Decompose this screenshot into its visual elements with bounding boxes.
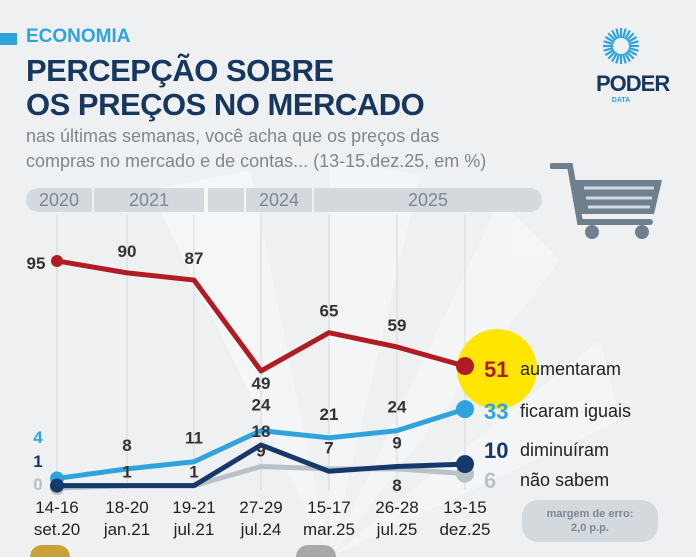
- data-label: 1: [122, 463, 131, 482]
- series-line-0: [56, 258, 466, 374]
- data-label: 8: [122, 436, 131, 455]
- first-value-label: 1: [33, 452, 42, 471]
- margin-value: 2,0 p.p.: [571, 522, 609, 534]
- x-tick-label: 15-17: [307, 498, 350, 517]
- series-end-point: [456, 455, 474, 474]
- margin-of-error: margem de erro: 2,0 p.p.: [522, 500, 658, 542]
- data-label: 18: [252, 422, 271, 441]
- year-2021: 2021: [94, 188, 204, 212]
- end-value-label: 6: [484, 468, 496, 493]
- data-label: 59: [388, 316, 407, 335]
- first-value-label: 95: [27, 254, 46, 273]
- x-tick-label: jul.25: [376, 520, 418, 539]
- data-label: 24: [252, 396, 271, 415]
- x-tick-label: mar.25: [303, 520, 355, 539]
- series-start-point: [50, 478, 64, 493]
- year-2025: 2025: [314, 188, 542, 212]
- data-label: 8: [392, 476, 401, 495]
- highlight-circle: [457, 329, 537, 409]
- title-line-1: PERCEPÇÃO SOBRE: [26, 53, 334, 88]
- subtitle: nas últimas semanas, você acha que os pr…: [26, 124, 486, 174]
- title-line-2: OS PREÇOS NO MERCADO: [26, 87, 425, 122]
- end-value-label: 10: [484, 438, 508, 463]
- data-label: 21: [320, 405, 339, 424]
- page-title: PERCEPÇÃO SOBRE OS PREÇOS NO MERCADO: [26, 53, 425, 122]
- x-tick-label: 18-20: [105, 498, 148, 517]
- legend-label: diminuíram: [520, 440, 609, 460]
- legend-label: não sabem: [520, 470, 609, 490]
- series-line-1: [56, 406, 466, 481]
- x-tick-label: 14-16: [35, 498, 78, 517]
- series-end-point: [456, 357, 474, 376]
- x-tick-label: jul.21: [173, 520, 215, 539]
- x-tick-label: 27-29: [239, 498, 282, 517]
- subtitle-line-1: nas últimas semanas, você acha que os pr…: [26, 126, 440, 146]
- x-tick-label: 13-15: [443, 498, 486, 517]
- x-tick-label: jan.21: [103, 520, 150, 539]
- data-label: 9: [392, 433, 401, 452]
- person-photo: [30, 545, 70, 557]
- x-tick-label: jul.24: [240, 520, 282, 539]
- data-label: 87: [185, 249, 204, 268]
- section-marker: [0, 33, 17, 45]
- data-label: 7: [324, 438, 333, 457]
- series-start-point: [51, 254, 63, 267]
- margin-label: margem de erro:: [546, 508, 634, 520]
- data-label: 24: [388, 398, 407, 417]
- year-2024: 2024: [246, 188, 312, 212]
- data-label: 65: [320, 302, 339, 321]
- first-value-label: 4: [33, 428, 43, 447]
- subtitle-line-2: compras no mercado e de contas... (13-15…: [26, 151, 487, 171]
- x-tick-label: dez.25: [439, 520, 490, 539]
- x-tick-label: set.20: [34, 520, 80, 539]
- legend-label: aumentaram: [520, 359, 621, 379]
- series-end-point: [456, 400, 474, 419]
- year-2020: 2020: [26, 188, 92, 212]
- logo-sub: DATA: [611, 97, 631, 104]
- person-photo: [296, 545, 336, 557]
- data-label: 49: [252, 374, 271, 393]
- x-tick-label: 19-21: [172, 498, 215, 517]
- end-value-label: 33: [484, 399, 508, 424]
- shopping-cart-icon: [550, 163, 662, 239]
- year-gap: [208, 188, 244, 212]
- data-label: 11: [185, 429, 203, 448]
- section-label: ECONOMIA: [26, 26, 131, 47]
- data-label: 9: [256, 441, 265, 460]
- legend-label: ficaram iguais: [520, 401, 631, 421]
- data-label: 1: [189, 463, 198, 482]
- series-line-2: [57, 442, 466, 489]
- data-label: 90: [118, 242, 137, 261]
- x-tick-label: 26-28: [375, 498, 418, 517]
- end-value-label: 51: [484, 357, 508, 382]
- sun-logo-icon: [603, 28, 639, 64]
- first-value-label: 0: [33, 475, 42, 494]
